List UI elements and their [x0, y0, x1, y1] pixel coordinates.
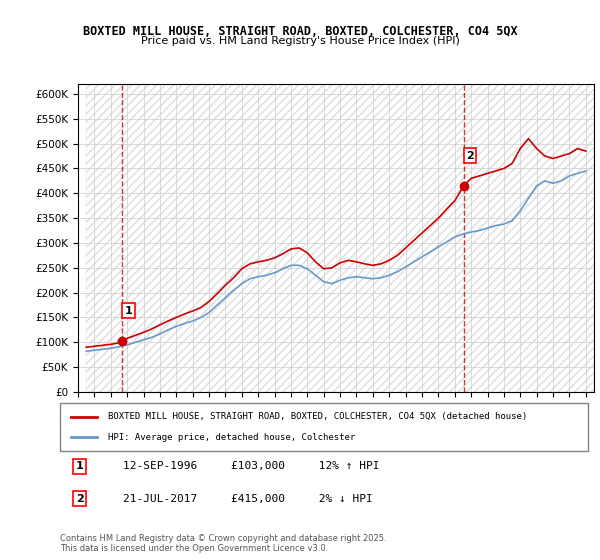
Text: 2: 2 — [76, 494, 83, 503]
Text: 1: 1 — [76, 461, 83, 472]
Text: Price paid vs. HM Land Registry's House Price Index (HPI): Price paid vs. HM Land Registry's House … — [140, 36, 460, 46]
Text: 12-SEP-1996     £103,000     12% ↑ HPI: 12-SEP-1996 £103,000 12% ↑ HPI — [124, 461, 380, 472]
Text: 1: 1 — [125, 306, 133, 315]
Text: 2: 2 — [466, 151, 474, 161]
Text: 21-JUL-2017     £415,000     2% ↓ HPI: 21-JUL-2017 £415,000 2% ↓ HPI — [124, 494, 373, 503]
Text: HPI: Average price, detached house, Colchester: HPI: Average price, detached house, Colc… — [107, 433, 355, 442]
Text: BOXTED MILL HOUSE, STRAIGHT ROAD, BOXTED, COLCHESTER, CO4 5QX (detached house): BOXTED MILL HOUSE, STRAIGHT ROAD, BOXTED… — [107, 412, 527, 421]
Text: BOXTED MILL HOUSE, STRAIGHT ROAD, BOXTED, COLCHESTER, CO4 5QX: BOXTED MILL HOUSE, STRAIGHT ROAD, BOXTED… — [83, 25, 517, 38]
Text: Contains HM Land Registry data © Crown copyright and database right 2025.
This d: Contains HM Land Registry data © Crown c… — [60, 534, 386, 553]
FancyBboxPatch shape — [60, 403, 588, 451]
